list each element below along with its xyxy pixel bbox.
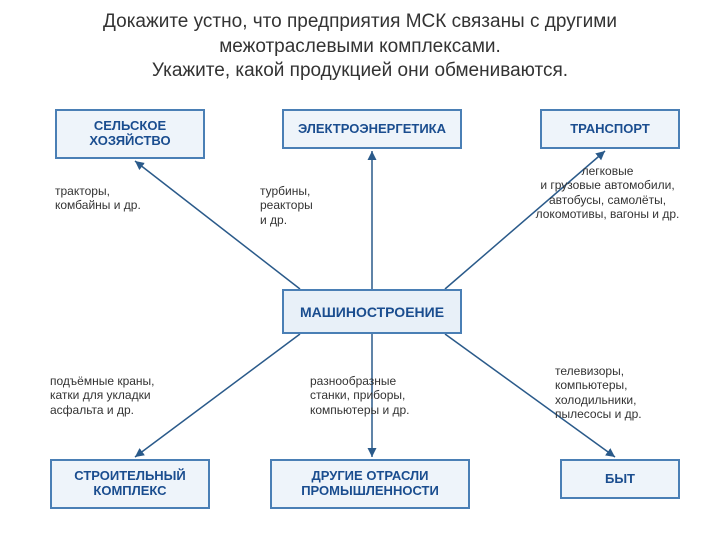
- edge-label-energy: турбины,реакторыи др.: [260, 184, 360, 227]
- title-line-3: Укажите, какой продукцией они обменивают…: [152, 60, 568, 81]
- node-transport: ТРАНСПОРТ: [540, 109, 680, 149]
- edge-label-household: телевизоры,компьютеры,холодильники,пылес…: [555, 364, 695, 422]
- edge-label-construction: подъёмные краны,катки для укладкиасфальт…: [50, 374, 200, 417]
- node-label: СЕЛЬСКОЕХОЗЯЙСТВО: [89, 119, 170, 149]
- node-construction: СТРОИТЕЛЬНЫЙКОМПЛЕКС: [50, 459, 210, 509]
- title-line-1: Докажите устно, что предприятия МСК связ…: [103, 11, 617, 32]
- node-label: ЭЛЕКТРОЭНЕРГЕТИКА: [298, 122, 446, 137]
- edge-label-other: разнообразныестанки, приборы,компьютеры …: [310, 374, 450, 417]
- node-label: СТРОИТЕЛЬНЫЙКОМПЛЕКС: [74, 469, 186, 499]
- node-household: БЫТ: [560, 459, 680, 499]
- title-line-2: межотраслевыми комплексами.: [219, 36, 501, 57]
- node-other-industries: ДРУГИЕ ОТРАСЛИПРОМЫШЛЕННОСТИ: [270, 459, 470, 509]
- instruction-title: Докажите устно, что предприятия МСК связ…: [0, 0, 720, 89]
- diagram-canvas: СЕЛЬСКОЕХОЗЯЙСТВО ЭЛЕКТРОЭНЕРГЕТИКА ТРАН…: [0, 89, 720, 549]
- edge-label-agriculture: тракторы,комбайны и др.: [55, 184, 185, 213]
- edge-label-transport: легковыеи грузовые автомобили,автобусы, …: [520, 164, 695, 222]
- node-center-engineering: МАШИНОСТРОЕНИЕ: [282, 289, 462, 334]
- node-energy: ЭЛЕКТРОЭНЕРГЕТИКА: [282, 109, 462, 149]
- node-label: БЫТ: [605, 472, 635, 487]
- node-label: ДРУГИЕ ОТРАСЛИПРОМЫШЛЕННОСТИ: [301, 469, 439, 499]
- node-label: МАШИНОСТРОЕНИЕ: [300, 304, 444, 320]
- node-label: ТРАНСПОРТ: [570, 122, 650, 137]
- node-agriculture: СЕЛЬСКОЕХОЗЯЙСТВО: [55, 109, 205, 159]
